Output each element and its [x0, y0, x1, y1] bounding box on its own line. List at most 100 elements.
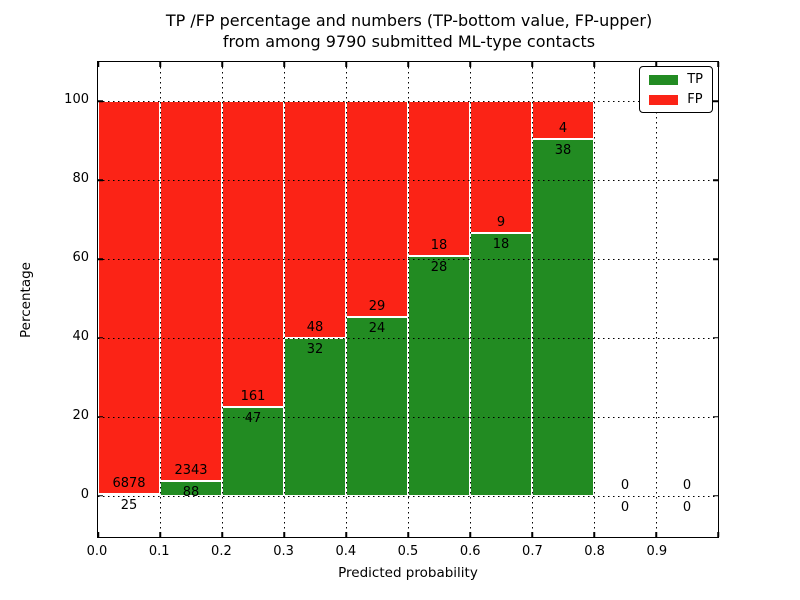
- bar-label-tp: 0: [682, 499, 692, 515]
- grid-line-vertical: [470, 62, 471, 537]
- grid-line-horizontal: [98, 101, 718, 103]
- grid-line-horizontal: [98, 416, 718, 418]
- bar-label-fp: 0: [682, 477, 692, 493]
- x-tick-mark: [407, 532, 409, 537]
- legend-entry: FP: [649, 93, 703, 106]
- x-tick-label: 0.7: [522, 544, 543, 559]
- y-tick-mark: [98, 100, 103, 103]
- x-tick-label: 0.6: [459, 544, 481, 559]
- bar-label-fp: 161: [240, 388, 266, 404]
- x-tick-mark: [531, 532, 533, 537]
- x-tick-mark: [221, 532, 223, 537]
- bar-label-tp: 18: [492, 236, 510, 252]
- y-tick-mark: [98, 416, 103, 418]
- x-tick-mark-top: [593, 62, 595, 67]
- chart-title: TP /FP percentage and numbers (TP-bottom…: [89, 10, 729, 52]
- x-axis-label: Predicted probability: [338, 565, 478, 581]
- x-tick-mark-top: [221, 62, 223, 67]
- grid-line-horizontal: [98, 259, 718, 261]
- y-tick-mark: [98, 179, 103, 181]
- x-tick-mark: [655, 532, 657, 537]
- grid-line-vertical: [160, 62, 161, 537]
- bar-label-fp: 0: [620, 477, 630, 493]
- y-tick-label: 100: [64, 91, 89, 107]
- y-tick-mark-right: [713, 337, 718, 339]
- x-tick-mark: [345, 532, 347, 537]
- y-tick-mark-right: [713, 100, 718, 103]
- legend-label: TP: [687, 72, 703, 87]
- legend-swatch-fp: [649, 94, 679, 105]
- bar-segment-tp: [346, 317, 408, 496]
- x-tick-label: 0.5: [397, 544, 419, 559]
- x-tick-mark: [469, 532, 471, 537]
- legend-entry: TP: [649, 73, 703, 86]
- bar-segment-fp: [160, 101, 222, 482]
- x-tick-mark-top: [407, 62, 409, 67]
- bar-segment-fp: [98, 101, 160, 495]
- y-tick-mark: [98, 258, 103, 260]
- bar-segment-fp: [408, 101, 470, 256]
- bar-segment-tp: [222, 406, 284, 496]
- y-tick-label: 60: [72, 249, 89, 265]
- legend-label: FP: [687, 92, 703, 107]
- y-tick-label: 0: [80, 487, 89, 503]
- y-axis-label: Percentage: [18, 262, 34, 338]
- x-tick-mark-top: [283, 62, 285, 67]
- bar-label-fp: 18: [430, 237, 448, 253]
- bar-label-fp: 48: [306, 319, 324, 335]
- bar-label-tp: 24: [368, 321, 386, 337]
- bar-label-fp: 6878: [112, 476, 146, 492]
- x-tick-mark-top: [531, 62, 533, 67]
- bar-label-tp: 0: [620, 499, 630, 515]
- y-tick-mark: [98, 337, 103, 339]
- bar-label-tp: 25: [120, 498, 138, 514]
- chart-title-line1: TP /FP percentage and numbers (TP-bottom…: [165, 11, 653, 30]
- plot-area: TP FP 6878 25 2343 88 161 47 48 32 29 24 18 28 9 18 4 38…: [97, 61, 719, 538]
- bar-segment-fp: [222, 101, 284, 407]
- y-tick-mark-right: [713, 416, 718, 418]
- bar-label-tp: 47: [244, 410, 262, 426]
- bar-segment-tp: [284, 337, 346, 496]
- x-tick-label: 0.2: [211, 544, 232, 559]
- grid-line-vertical: [222, 62, 223, 537]
- x-tick-mark: [593, 532, 595, 537]
- grid-line-horizontal: [98, 180, 718, 182]
- y-tick-label: 20: [72, 408, 89, 424]
- bar-label-fp: 4: [558, 120, 568, 136]
- y-tick-label: 80: [72, 170, 89, 186]
- bar-label-tp: 32: [306, 341, 324, 357]
- x-tick-mark-top: [159, 62, 161, 67]
- bar-label-fp: 2343: [174, 463, 208, 479]
- x-tick-label: 0.0: [86, 544, 108, 559]
- x-tick-label: 0.1: [148, 544, 170, 559]
- x-tick-mark-top: [345, 62, 347, 67]
- y-tick-label: 40: [72, 329, 89, 345]
- x-tick-label: 0.9: [646, 544, 668, 559]
- x-tick-mark: [283, 532, 285, 537]
- x-tick-mark: [159, 532, 161, 537]
- bar-label-tp: 28: [430, 259, 448, 275]
- grid-line-horizontal: [98, 495, 718, 497]
- grid-line-vertical: [408, 62, 409, 537]
- x-tick-mark-top: [97, 62, 99, 67]
- grid-line-vertical: [346, 62, 347, 537]
- bar-segment-fp: [470, 101, 532, 233]
- bar-label-fp: 29: [368, 299, 386, 315]
- grid-line-vertical: [284, 62, 285, 537]
- x-tick-mark: [97, 532, 99, 537]
- bar-segment-tp: [470, 232, 532, 496]
- x-tick-label: 0.4: [335, 544, 357, 559]
- bar-segment-fp: [284, 101, 346, 338]
- grid-line-vertical: [656, 62, 657, 537]
- y-tick-mark-right: [713, 258, 718, 260]
- x-tick-mark-top: [469, 62, 471, 67]
- grid-line-vertical: [594, 62, 595, 537]
- grid-line-horizontal: [98, 337, 718, 339]
- chart-title-line2: from among 9790 submitted ML-type contac…: [222, 32, 596, 51]
- bar-label-fp: 9: [496, 214, 506, 230]
- x-tick-mark: [717, 532, 719, 537]
- grid-line-vertical: [532, 62, 533, 537]
- bar-segment-fp: [346, 101, 408, 318]
- x-tick-label: 0.3: [273, 544, 294, 559]
